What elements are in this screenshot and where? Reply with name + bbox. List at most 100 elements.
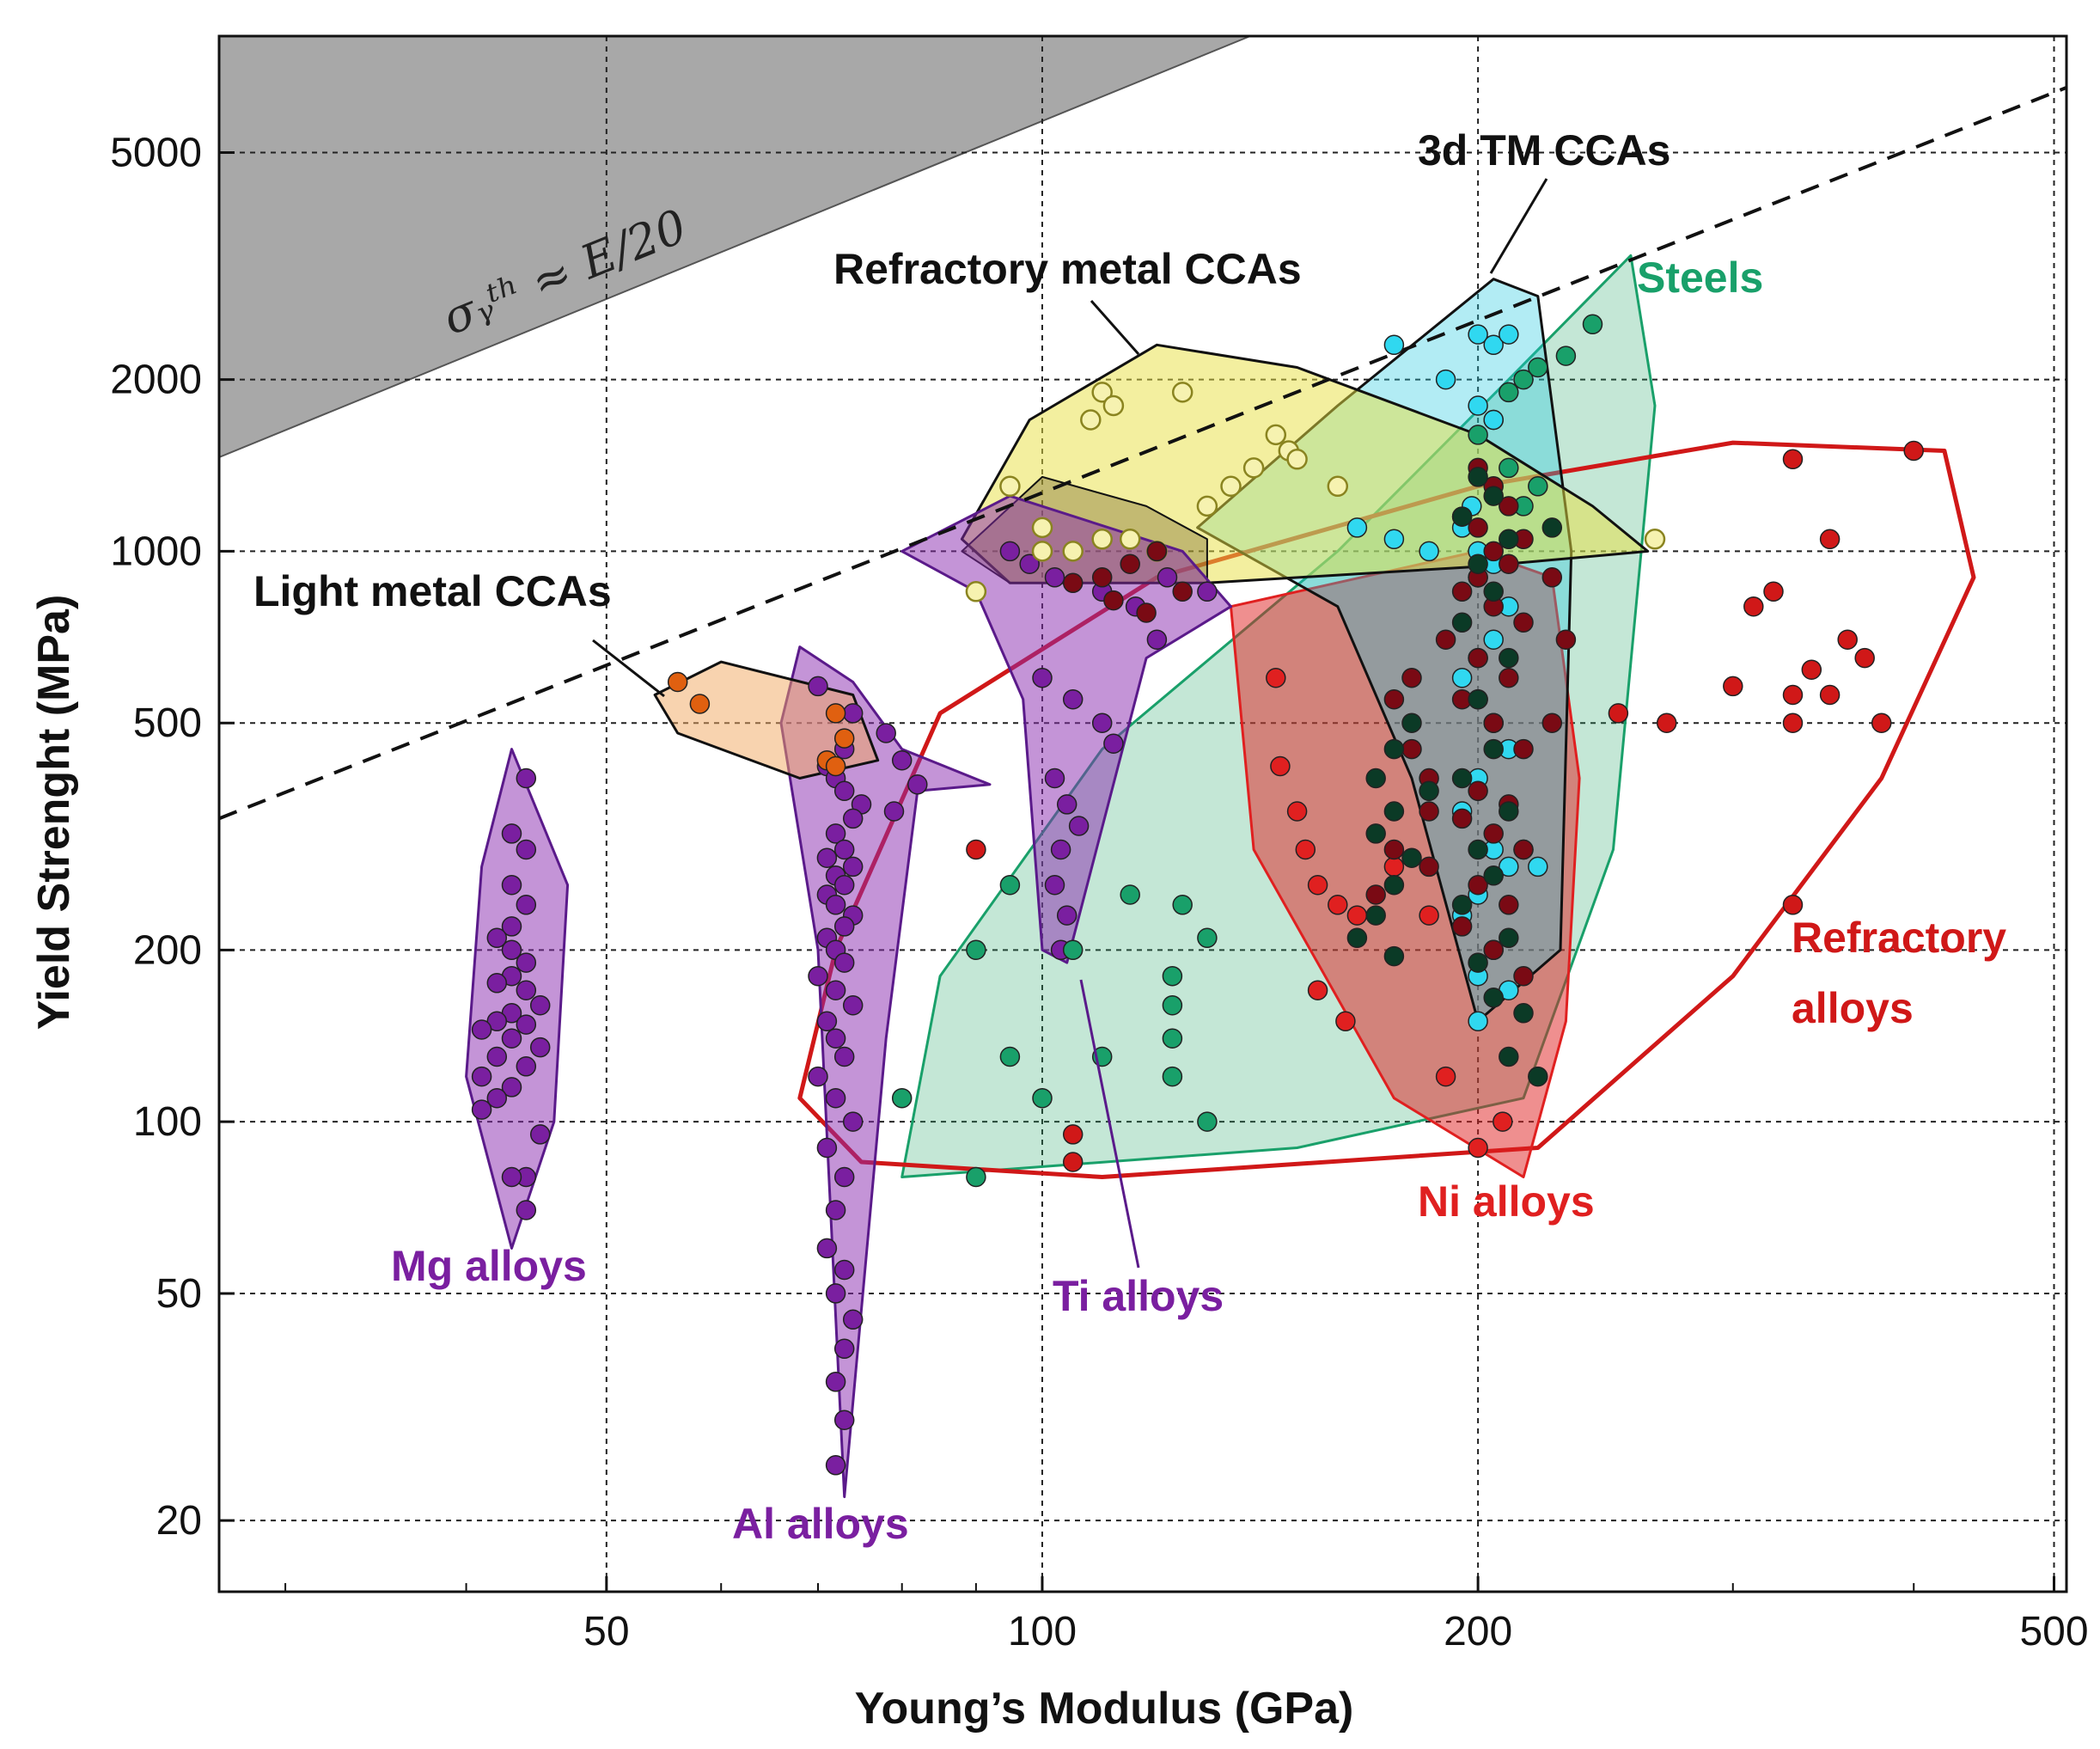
point-steels-15 [1197, 927, 1218, 949]
point-ti-alloys-8 [1062, 688, 1084, 710]
point-dense-cca-cluster-dark-red--16 [1483, 712, 1504, 733]
point-ti-alloys-2 [1044, 567, 1065, 588]
point-dense-cca-cluster-dark-green--17 [1483, 988, 1504, 1008]
point-ti-alloys-15 [1044, 874, 1065, 896]
point-refractory-alloys-14 [1608, 703, 1629, 724]
point-dense-cca-cluster-dark-red--42 [1172, 581, 1193, 602]
point-al-alloys-32 [833, 1166, 855, 1188]
point-dense-cca-cluster-dark-green--11 [1499, 801, 1519, 822]
point-dense-cca-cluster-dark-red--32 [1541, 712, 1563, 733]
point-steels-6 [1468, 425, 1488, 445]
label-3d-tm-ccas: 3d TM CCAs [1418, 126, 1670, 174]
x-tick-label-50: 50 [583, 1609, 629, 1654]
point-refractory-metal-ccas-7 [1242, 457, 1265, 479]
point-dense-cca-cluster-dark-red--11 [1513, 612, 1534, 633]
point-al-alloys-40 [833, 1410, 855, 1430]
y-tick-label-500: 500 [133, 700, 202, 746]
point-dense-cca-cluster-dark-green--1 [1483, 486, 1504, 506]
point-refractory-alloys-4 [1743, 596, 1764, 617]
y-axis-title: Yield Strenght (MPa) [29, 595, 79, 1030]
label-light-metal-ccas: Light metal CCAs [253, 567, 612, 615]
point-steels-18 [1162, 1028, 1183, 1049]
point-al-alloys-24 [842, 994, 864, 1016]
plot-frame [217, 34, 2068, 1593]
point-dense-cca-cluster-dark-red--37 [1383, 839, 1405, 860]
point-dense-cca-cluster-dark-red--23 [1513, 839, 1534, 860]
data-points [471, 314, 1924, 1476]
point-dense-cca-cluster-dark-green--8 [1468, 688, 1488, 710]
point-refractory-metal-ccas-0 [1091, 382, 1113, 403]
x-tick-label-500: 500 [2019, 1609, 2088, 1654]
point-dense-cca-cluster-dark-green--0 [1468, 467, 1488, 487]
x-axis-title: Young’s Modulus (GPa) [855, 1684, 1354, 1734]
point-dense-cca-cluster-dark-red--12 [1435, 629, 1456, 650]
point-mg-alloys-22 [501, 1077, 522, 1098]
point-dense-cca-cluster-dark-red--2 [1499, 496, 1519, 517]
label-steels: Steels [1637, 254, 1763, 302]
point-mg-alloys-0 [516, 767, 537, 789]
point-al-alloys-1 [842, 703, 864, 724]
point-al-alloys-33 [825, 1200, 846, 1220]
point-dense-cca-cluster-dark-red--39 [1146, 541, 1168, 562]
point-mg-alloys-19 [486, 1046, 508, 1067]
point-refractory-metal-ccas-4 [1265, 424, 1287, 446]
point-refractory-alloys-0 [1782, 449, 1804, 470]
point-refractory-metal-ccas-12 [1031, 541, 1053, 562]
point-ni-alloys-1 [1270, 755, 1291, 777]
point-ni-alloys-11 [1493, 1111, 1513, 1132]
point-steels-24 [891, 1087, 913, 1109]
point-dense-cca-cluster-dark-green--28 [1346, 927, 1368, 949]
point-refractory-alloys-1 [1903, 440, 1924, 462]
point-mg-alloys-21 [471, 1066, 492, 1087]
point-dense-cca-cluster-dark-red--45 [1136, 602, 1157, 623]
point-al-alloys-35 [833, 1259, 855, 1281]
point-3d-tm-ccas-2 [1499, 324, 1519, 345]
point-refractory-alloys-10 [1723, 676, 1743, 697]
point-ti-alloys-11 [1044, 767, 1065, 789]
point-ti-alloys-10 [1103, 733, 1124, 754]
point-refractory-alloys-12 [1871, 712, 1892, 733]
point-refractory-alloys-13 [1656, 712, 1677, 733]
point-ni-alloys-8 [1335, 1011, 1356, 1032]
point-refractory-metal-ccas-3 [1171, 382, 1193, 403]
point-mg-alloys-6 [486, 927, 508, 949]
point-3d-tm-ccas-6 [1483, 409, 1504, 431]
point-refractory-alloys-8 [1782, 684, 1804, 706]
point-dense-cca-cluster-dark-green--32 [1541, 517, 1563, 538]
point-dense-cca-cluster-dark-red--33 [1401, 667, 1422, 688]
label-ni-alloys: Ni alloys [1418, 1177, 1595, 1226]
point-dense-cca-cluster-dark-green--19 [1401, 712, 1422, 733]
axis-ticks: 50 100 200 500 20 50 100 200 500 1000 2000 5000 [110, 130, 2088, 1654]
point-al-alloys-2 [876, 723, 896, 743]
point-dense-cca-cluster-dark-red--26 [1499, 895, 1519, 915]
point-refractory-metal-ccas-6 [1286, 449, 1308, 470]
point-dense-cca-cluster-dark-green--3 [1499, 529, 1519, 550]
point-dense-cca-cluster-dark-red--43 [1062, 572, 1084, 594]
point-mg-alloys-7 [501, 939, 522, 961]
point-light-metal-ccas-1 [689, 694, 711, 714]
point-al-alloys-44 [883, 801, 905, 822]
point-mg-alloys-27 [501, 1166, 522, 1188]
point-dense-cca-cluster-dark-green--23 [1383, 801, 1405, 822]
point-al-alloys-18 [833, 916, 855, 937]
y-tick-label-5000: 5000 [110, 130, 202, 175]
point-light-metal-ccas-2 [825, 703, 846, 724]
point-steels-20 [1197, 1111, 1218, 1132]
point-refractory-metal-ccas-15 [1119, 529, 1141, 550]
label-ti-alloys: Ti alloys [1053, 1272, 1224, 1320]
point-dense-cca-cluster-dark-red--41 [1091, 567, 1113, 588]
point-mg-alloys-18 [529, 1037, 551, 1058]
point-3d-tm-ccas-15 [1451, 667, 1473, 688]
point-dense-cca-cluster-dark-red--28 [1483, 939, 1504, 961]
dashed-strength-line [219, 85, 2066, 821]
point-al-alloys-34 [816, 1238, 838, 1259]
point-dense-cca-cluster-dark-green--2 [1451, 506, 1473, 527]
point-al-alloys-10 [833, 839, 855, 860]
point-dense-cca-cluster-dark-green--29 [1383, 945, 1405, 967]
point-mg-alloys-2 [516, 839, 537, 860]
point-refractory-alloys-6 [1854, 647, 1875, 669]
point-steels-19 [1162, 1066, 1183, 1087]
point-ni-alloys-12 [1383, 856, 1405, 878]
x-tick-label-200: 200 [1444, 1609, 1512, 1654]
